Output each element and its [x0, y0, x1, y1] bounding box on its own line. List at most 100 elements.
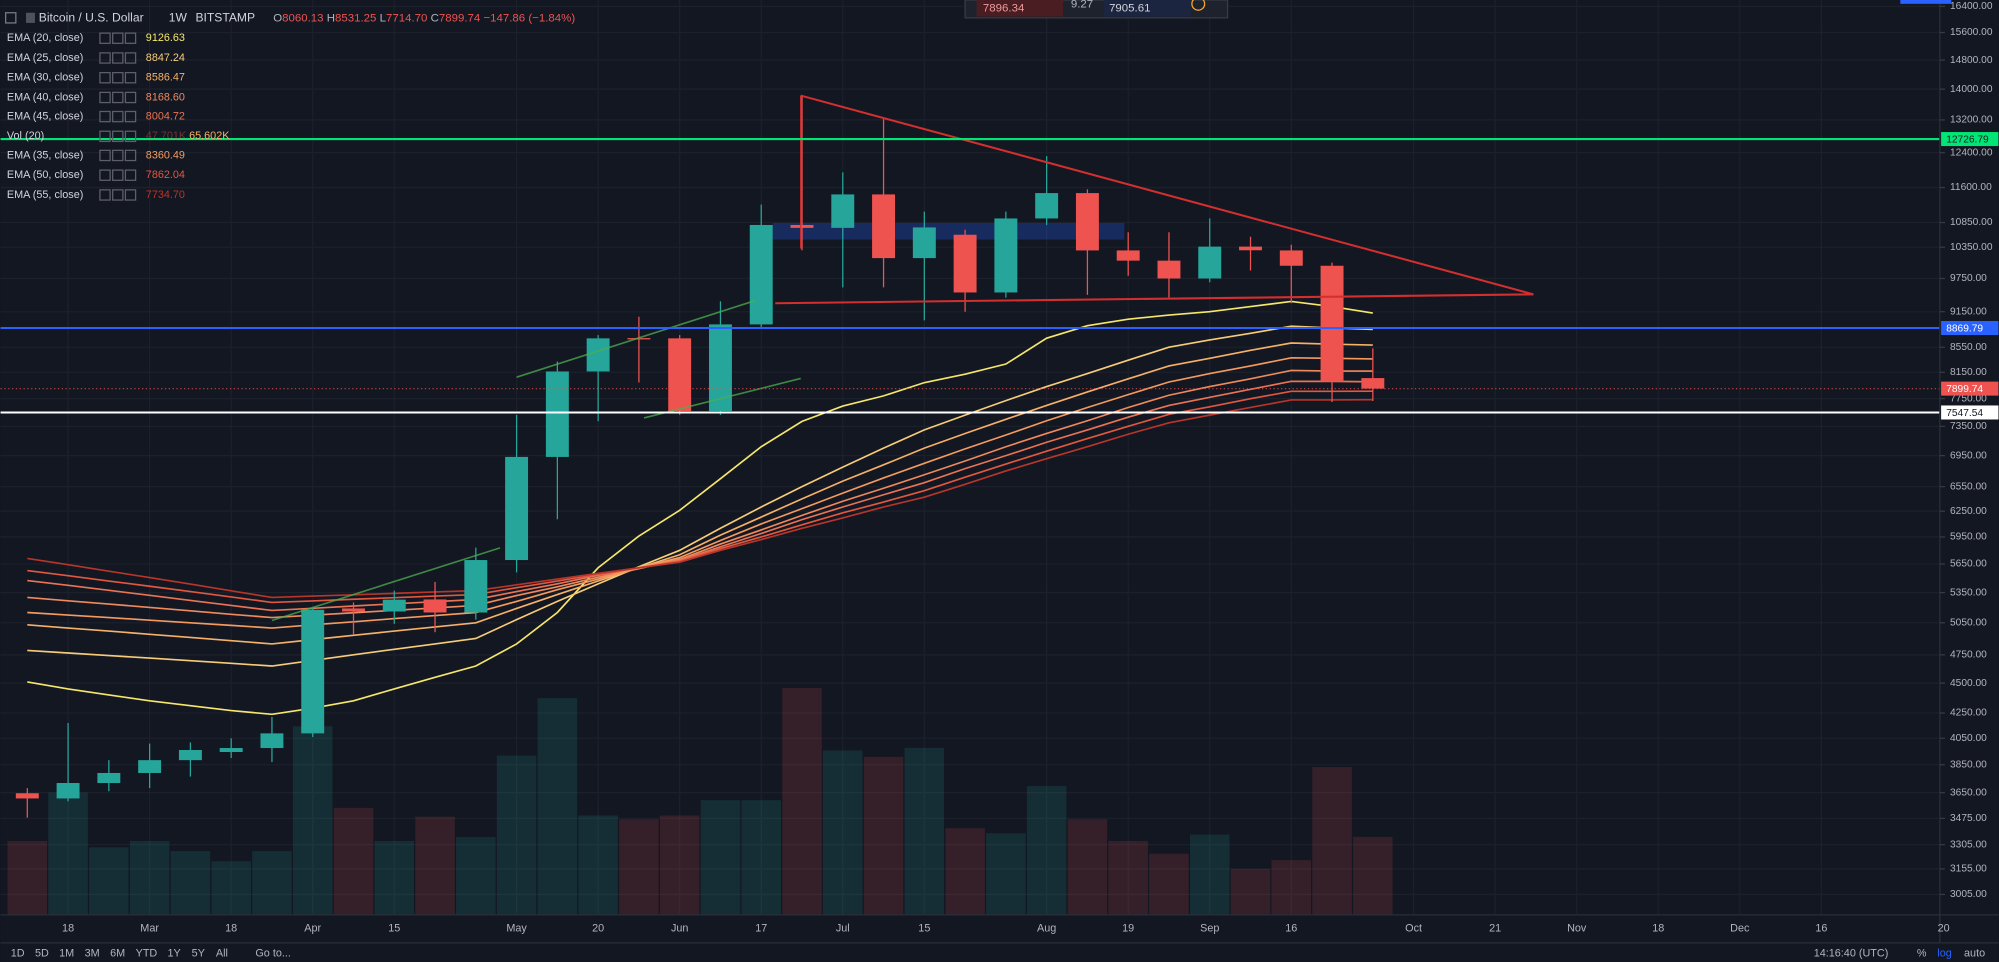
legend-icon[interactable]: [99, 149, 111, 162]
candle-body: [260, 733, 284, 749]
collapse-icon[interactable]: [5, 12, 17, 24]
ema-line: [27, 300, 1373, 716]
legend-icon[interactable]: [112, 169, 124, 181]
y-tick-label: 5950.00: [1950, 532, 1987, 543]
y-tick-label: 3305.00: [1950, 839, 1987, 850]
legend-icon[interactable]: [124, 71, 137, 84]
range-button[interactable]: 1D: [11, 948, 25, 960]
legend-icon[interactable]: [112, 130, 124, 143]
candle-body: [872, 194, 896, 259]
x-tick-label: 20: [592, 923, 604, 935]
legend-icon[interactable]: [124, 130, 137, 143]
legend-icon[interactable]: [112, 110, 124, 123]
legend-name: EMA (45, close): [7, 110, 83, 122]
legend-entry: EMA (45, close) 8004.72: [7, 110, 185, 122]
volume-bar: [374, 840, 415, 915]
legend-icon[interactable]: [112, 32, 124, 44]
volume-bar: [741, 800, 781, 915]
y-tick-label: 4500.00: [1950, 678, 1987, 689]
x-tick-label: Apr: [304, 923, 321, 935]
ema-line: [27, 390, 1373, 604]
info-icon[interactable]: [1191, 0, 1206, 11]
volume-bar: [1189, 834, 1230, 915]
auto-toggle[interactable]: auto: [1964, 948, 1985, 960]
ohlc-letter: C: [431, 13, 439, 25]
legend-icon[interactable]: [124, 32, 137, 44]
candle-body: [301, 609, 325, 734]
range-button[interactable]: YTD: [136, 948, 158, 960]
x-tick-label: 19: [1122, 923, 1134, 935]
legend-icon[interactable]: [99, 189, 111, 201]
legend-icon[interactable]: [124, 149, 137, 162]
volume-bar: [863, 756, 904, 915]
buy-button[interactable]: [1103, 0, 1191, 17]
volume-bar: [252, 851, 292, 915]
legend-icon[interactable]: [124, 91, 137, 104]
legend-icon[interactable]: [112, 71, 124, 84]
exchange[interactable]: BITSTAMP: [195, 11, 255, 25]
symbol-icon: [26, 12, 35, 23]
legend-icon[interactable]: [99, 32, 111, 44]
log-toggle[interactable]: log: [1937, 948, 1951, 960]
range-button[interactable]: 1Y: [167, 948, 180, 960]
bottom-toolbar: [0, 942, 1999, 962]
x-tick-label: Mar: [140, 923, 159, 935]
legend-icon[interactable]: [112, 189, 124, 201]
ema-line: [27, 325, 1373, 667]
legend-icon[interactable]: [112, 91, 124, 104]
sell-price[interactable]: 7896.34: [983, 2, 1025, 14]
legend-icon[interactable]: [124, 189, 137, 201]
volume-bar: [129, 840, 170, 915]
trend-drawings: [271, 94, 1534, 622]
ohlc-value: 8531.25: [335, 13, 376, 25]
legend-icon[interactable]: [124, 169, 137, 181]
legend-icon[interactable]: [99, 110, 111, 123]
top-accent: [1900, 0, 1952, 4]
range-button[interactable]: 5Y: [192, 948, 205, 960]
triangle-top: [800, 94, 1534, 296]
volume-bar: [986, 833, 1026, 915]
x-tick-label: Sep: [1200, 923, 1219, 935]
interval[interactable]: 1W: [169, 11, 188, 25]
range-button[interactable]: 1M: [59, 948, 74, 960]
range-button[interactable]: 6M: [110, 948, 125, 960]
candle-body: [138, 760, 162, 773]
x-tick-label: 16: [1285, 923, 1297, 935]
ohlc-value: 7714.70: [386, 13, 427, 25]
legend-value: 47.701K: [146, 130, 187, 142]
legend-icon[interactable]: [112, 149, 124, 162]
legend-icon[interactable]: [124, 52, 137, 64]
y-tick-label: 11600.00: [1950, 182, 1992, 193]
y-tick-label: 3155.00: [1950, 864, 1987, 875]
x-tick-label: May: [506, 923, 527, 935]
legend-entry: EMA (40, close) 8168.60: [7, 91, 185, 103]
legend-icon[interactable]: [99, 91, 111, 104]
legend-icon[interactable]: [112, 52, 124, 64]
percent-toggle[interactable]: %: [1917, 948, 1927, 960]
legend-icon[interactable]: [124, 110, 137, 123]
legend-icon[interactable]: [99, 71, 111, 84]
range-button[interactable]: 5D: [35, 948, 49, 960]
candle-body: [464, 560, 488, 613]
y-tick-label: 7350.00: [1950, 421, 1987, 432]
legend-name: EMA (55, close): [7, 189, 83, 201]
y-tick-label: 9750.00: [1950, 273, 1987, 284]
volume-bar: [1271, 860, 1312, 915]
symbol-title[interactable]: Bitcoin / U.S. Dollar: [39, 11, 144, 25]
buy-price[interactable]: 7905.61: [1109, 2, 1150, 14]
x-tick-label: 21: [1489, 923, 1501, 935]
range-button[interactable]: All: [216, 948, 228, 960]
legend-icon[interactable]: [99, 169, 111, 181]
legend-name: EMA (30, close): [7, 72, 83, 84]
legend-value: 9126.63: [146, 32, 185, 44]
candle-body: [382, 599, 406, 612]
x-tick-label: 18: [1652, 923, 1664, 935]
axis-layer: 16400.00 15600.00 14800.00 14000.00 13200.00…: [11, 1, 1999, 960]
sell-button[interactable]: [976, 0, 1064, 17]
volume-bar: [619, 819, 659, 915]
legend-icon[interactable]: [99, 52, 111, 64]
legend-icon[interactable]: [99, 130, 111, 143]
range-button[interactable]: 3M: [85, 948, 100, 960]
goto-button[interactable]: Go to...: [255, 948, 291, 960]
candle-body: [1239, 246, 1262, 251]
